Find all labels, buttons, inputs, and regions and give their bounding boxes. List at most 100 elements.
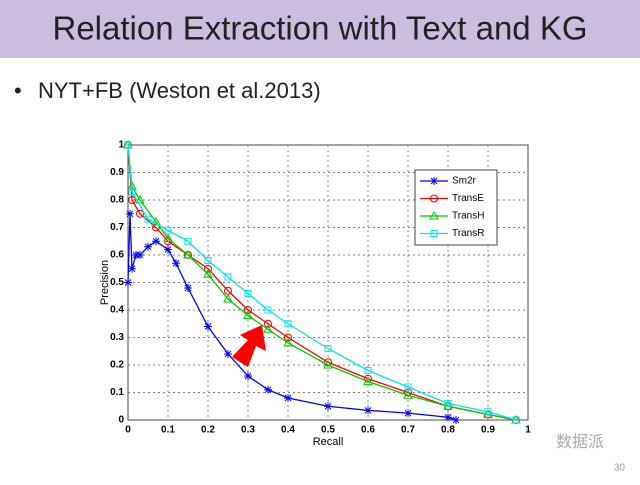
x-tick-label: 0.2 xyxy=(201,425,215,436)
legend-box xyxy=(414,169,498,246)
marker xyxy=(203,269,213,278)
bullet-dot: • xyxy=(14,78,22,103)
marker xyxy=(324,358,332,367)
marker xyxy=(172,259,180,268)
marker xyxy=(164,226,172,234)
marker xyxy=(124,141,132,149)
marker xyxy=(184,284,192,292)
marker xyxy=(144,242,152,251)
x-tick-label: 0.7 xyxy=(401,425,415,436)
marker xyxy=(224,273,232,281)
marker xyxy=(444,413,452,422)
marker xyxy=(263,324,273,333)
slide-title: Relation Extraction with Text and KG xyxy=(53,10,588,47)
x-axis-label: Recall xyxy=(313,436,344,448)
marker xyxy=(264,319,272,328)
marker xyxy=(364,374,372,383)
watermark: 数据派 xyxy=(556,433,604,451)
marker xyxy=(323,359,333,369)
series-line xyxy=(127,144,517,421)
marker xyxy=(404,388,412,397)
marker xyxy=(430,194,438,203)
legend-label: TransH xyxy=(452,211,484,222)
x-tick-label: 0.8 xyxy=(441,425,455,436)
marker xyxy=(430,177,438,185)
marker xyxy=(364,406,372,415)
x-tick-label: 0.5 xyxy=(321,425,335,436)
marker xyxy=(324,345,332,352)
marker xyxy=(404,383,412,391)
series-line xyxy=(127,144,517,421)
y-tick-label: 0.6 xyxy=(110,250,124,261)
marker xyxy=(204,257,212,264)
x-tick-label: 0.9 xyxy=(481,425,495,436)
legend-label: TransR xyxy=(452,228,484,239)
x-tick-label: 0.1 xyxy=(161,425,175,436)
marker xyxy=(264,306,272,314)
x-tick-label: 0.4 xyxy=(281,425,295,436)
marker xyxy=(163,233,173,242)
x-tick-label: 0.6 xyxy=(361,425,375,436)
y-tick-label: 0.7 xyxy=(110,222,124,233)
marker xyxy=(183,249,193,259)
marker xyxy=(223,293,233,303)
marker xyxy=(264,385,272,394)
marker xyxy=(284,394,292,402)
y-tick-label: 0 xyxy=(118,415,124,426)
marker xyxy=(484,408,492,416)
marker xyxy=(444,400,452,407)
marker xyxy=(244,290,252,297)
bullet-text: NYT+FB (Weston et al.2013) xyxy=(38,78,321,103)
y-tick-label: 0.3 xyxy=(110,332,124,343)
marker xyxy=(324,402,332,411)
marker xyxy=(204,264,212,273)
title-band xyxy=(0,0,640,58)
marker xyxy=(126,209,134,218)
marker xyxy=(512,416,520,424)
x-tick-label: 0 xyxy=(125,425,131,436)
marker xyxy=(136,209,144,218)
marker xyxy=(152,237,160,246)
marker xyxy=(452,416,460,424)
marker xyxy=(430,230,438,237)
marker xyxy=(364,367,372,374)
marker xyxy=(283,337,293,347)
y-tick-label: 0.8 xyxy=(110,195,124,206)
x-tick-label: 0.3 xyxy=(241,425,255,436)
marker xyxy=(135,194,145,204)
marker xyxy=(151,216,161,226)
marker xyxy=(429,210,439,220)
marker xyxy=(128,196,136,204)
marker xyxy=(136,251,144,259)
y-axis-label: Precision xyxy=(99,260,111,305)
marker xyxy=(204,322,212,331)
marker xyxy=(404,409,412,418)
marker xyxy=(243,310,253,319)
y-tick-label: 1 xyxy=(118,140,124,151)
marker xyxy=(184,237,192,245)
y-tick-label: 0.9 xyxy=(110,167,124,178)
legend-label: TransE xyxy=(452,193,484,204)
marker xyxy=(128,188,136,196)
marker xyxy=(128,264,136,273)
marker xyxy=(164,245,172,254)
y-tick-label: 0.4 xyxy=(110,305,124,316)
page-number: 30 xyxy=(614,463,626,474)
arrow xyxy=(232,325,266,367)
y-tick-label: 0.2 xyxy=(110,360,124,371)
series-line xyxy=(127,144,517,421)
marker xyxy=(224,350,232,358)
marker xyxy=(124,278,132,287)
marker xyxy=(284,333,292,342)
marker xyxy=(443,401,453,410)
marker xyxy=(244,306,252,314)
chart: 0 0.1 0.2 0.3 0.4 0.5 0.6 0.7 0.8 0.9 1 0 0.1 0.2 0.3 0… xyxy=(99,140,531,448)
marker xyxy=(244,372,252,380)
x-tick-label: 1 xyxy=(525,425,531,436)
marker xyxy=(363,376,373,385)
y-tick-label: 0.1 xyxy=(110,387,124,398)
marker xyxy=(284,320,292,328)
y-tick-label: 0.5 xyxy=(110,277,124,288)
legend-label: Sm2r xyxy=(452,176,477,187)
